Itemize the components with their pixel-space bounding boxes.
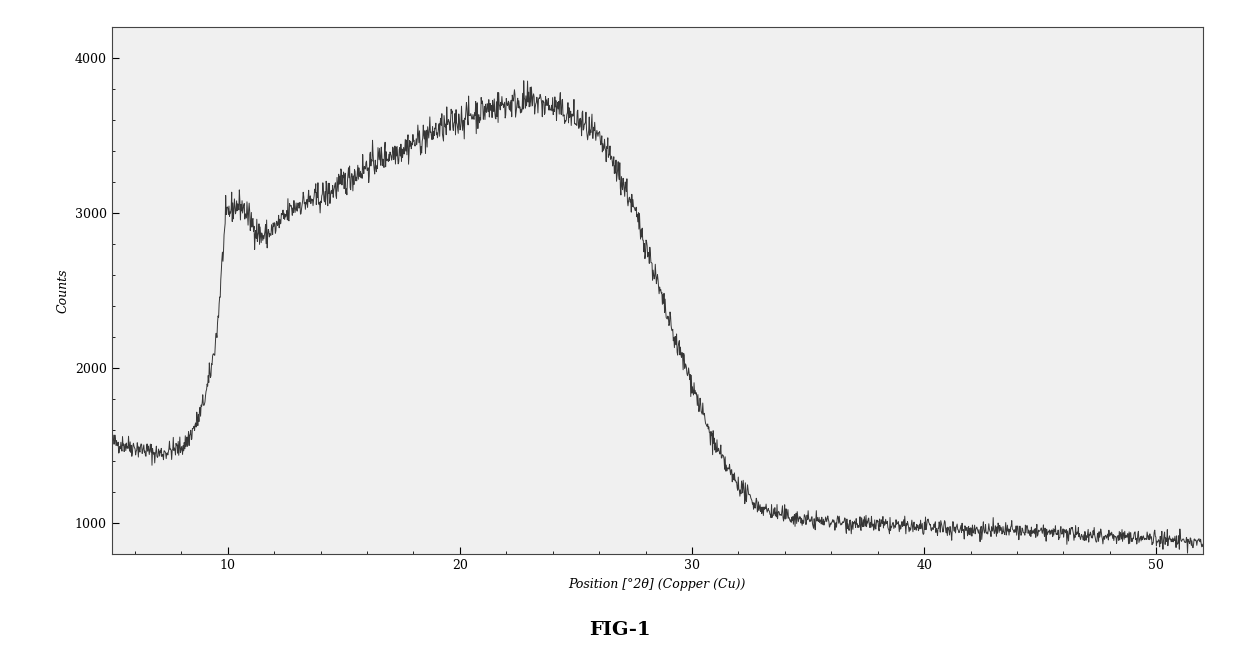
Text: FIG-1: FIG-1 [589, 621, 651, 639]
X-axis label: Position [°2θ] (Copper (Cu)): Position [°2θ] (Copper (Cu)) [568, 578, 746, 591]
Y-axis label: Counts: Counts [56, 269, 69, 313]
